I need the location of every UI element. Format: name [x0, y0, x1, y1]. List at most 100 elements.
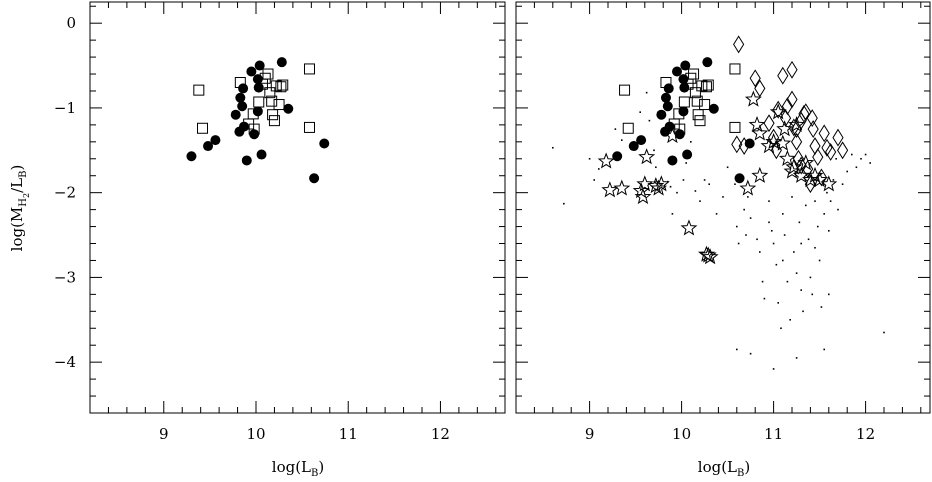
x-tick-label: 9: [585, 425, 595, 443]
data-point-open-diamond: [818, 124, 830, 143]
data-point-open-diamond: [754, 79, 766, 98]
data-point-open-diamond: [812, 148, 824, 167]
data-point-open-square: [247, 108, 259, 120]
data-point-open-star: [820, 175, 838, 192]
data-point-dot: [864, 153, 867, 156]
data-point-dot: [832, 179, 835, 181]
data-point-filled-circle: [246, 66, 257, 77]
data-point-dot: [759, 251, 761, 253]
y-tick-label: −2: [54, 184, 76, 202]
data-point-open-square: [673, 108, 685, 120]
data-point-open-diamond: [786, 90, 798, 109]
data-point-filled-circle: [238, 83, 249, 94]
data-point-open-diamond: [802, 159, 814, 178]
data-point-filled-circle: [210, 135, 221, 146]
data-point-dot: [768, 221, 770, 224]
data-point-dot: [809, 276, 812, 279]
data-point-open-diamond: [795, 156, 807, 175]
y-tick-label: 0: [66, 14, 76, 32]
x-tick-label: 9: [159, 425, 169, 443]
data-point-dot: [841, 183, 844, 185]
data-point-open-diamond: [825, 143, 837, 161]
data-point-filled-circle: [744, 138, 755, 149]
data-point-dot: [807, 238, 810, 241]
data-point-dot: [749, 217, 752, 219]
data-point-open-diamond: [779, 109, 792, 128]
data-point-dot: [837, 208, 839, 211]
data-point-dot: [811, 293, 814, 296]
data-point-dot: [736, 225, 738, 228]
data-point-open-square: [303, 63, 315, 75]
data-point-dot: [829, 200, 832, 202]
data-point-open-square: [729, 63, 741, 75]
y-axis-label: log(MH2/LB): [8, 165, 31, 252]
data-point-dot: [800, 242, 802, 245]
data-point-dot: [737, 242, 740, 245]
data-point-open-star: [744, 90, 762, 107]
data-point-dot: [676, 191, 678, 194]
data-point-filled-circle: [734, 173, 745, 184]
data-point-open-diamond: [788, 118, 800, 137]
data-point-open-diamond: [733, 35, 745, 54]
x-tick-label: 11: [339, 425, 358, 443]
data-point-filled-circle: [680, 60, 691, 71]
data-point-open-square: [691, 95, 703, 107]
data-point-filled-circle: [662, 101, 673, 112]
data-point-dot: [645, 91, 648, 94]
data-point-dot: [786, 280, 789, 283]
data-point-open-star: [739, 179, 757, 196]
data-point-open-diamond: [731, 135, 743, 154]
data-point-open-square: [262, 68, 274, 80]
data-point-dot: [614, 128, 617, 130]
data-point-dot: [648, 119, 651, 122]
data-point-open-diamond: [770, 141, 782, 160]
data-point-open-square: [273, 99, 285, 111]
data-point-open-star: [778, 149, 796, 166]
data-point-dot: [883, 331, 885, 334]
data-point-filled-circle: [708, 103, 719, 114]
data-point-filled-circle: [612, 151, 623, 162]
data-point-open-diamond: [792, 149, 805, 168]
data-point-dot: [855, 166, 858, 169]
data-point-filled-circle: [702, 57, 713, 68]
data-point-open-star: [701, 248, 719, 265]
data-point-open-square: [692, 109, 704, 121]
data-point-open-square: [688, 68, 700, 80]
right-panel: 9 10 11 12: [515, 1, 931, 443]
data-point-dot: [722, 196, 724, 198]
data-point-open-star: [601, 181, 619, 198]
data-point-filled-circle: [682, 149, 693, 160]
plot-frame: [89, 1, 506, 414]
data-point-open-diamond: [791, 132, 803, 151]
data-point-dot: [869, 162, 871, 164]
data-point-open-diamond: [791, 120, 803, 139]
data-point-open-star: [751, 124, 769, 141]
data-point-dot: [816, 225, 819, 228]
data-point-dot: [777, 302, 779, 304]
data-point-filled-circle: [319, 138, 330, 149]
data-point-dot: [552, 146, 554, 149]
data-point-filled-circle: [679, 82, 690, 93]
x-tick-label: 10: [672, 425, 691, 443]
data-point-filled-circle: [636, 135, 647, 146]
data-point-open-star: [597, 152, 615, 169]
data-point-dot: [708, 183, 710, 185]
data-point-dot: [763, 297, 766, 300]
data-point-dot: [743, 208, 745, 211]
data-point-open-square: [303, 121, 315, 133]
data-point-open-square: [266, 95, 278, 107]
data-point-dot: [653, 149, 655, 152]
data-point-open-square: [685, 72, 697, 84]
data-point-dot: [690, 141, 692, 143]
x-tick-label: 12: [856, 425, 875, 443]
data-point-open-star: [680, 219, 698, 236]
data-point-filled-circle: [660, 92, 671, 103]
data-point-dot: [782, 213, 784, 215]
data-point-open-square: [275, 81, 287, 93]
data-point-open-diamond: [804, 175, 816, 194]
data-point-dot: [563, 202, 565, 205]
data-point-open-square: [267, 109, 279, 121]
data-point-dot: [770, 230, 773, 232]
data-point-open-square: [234, 77, 246, 89]
data-point-open-star: [636, 175, 654, 192]
